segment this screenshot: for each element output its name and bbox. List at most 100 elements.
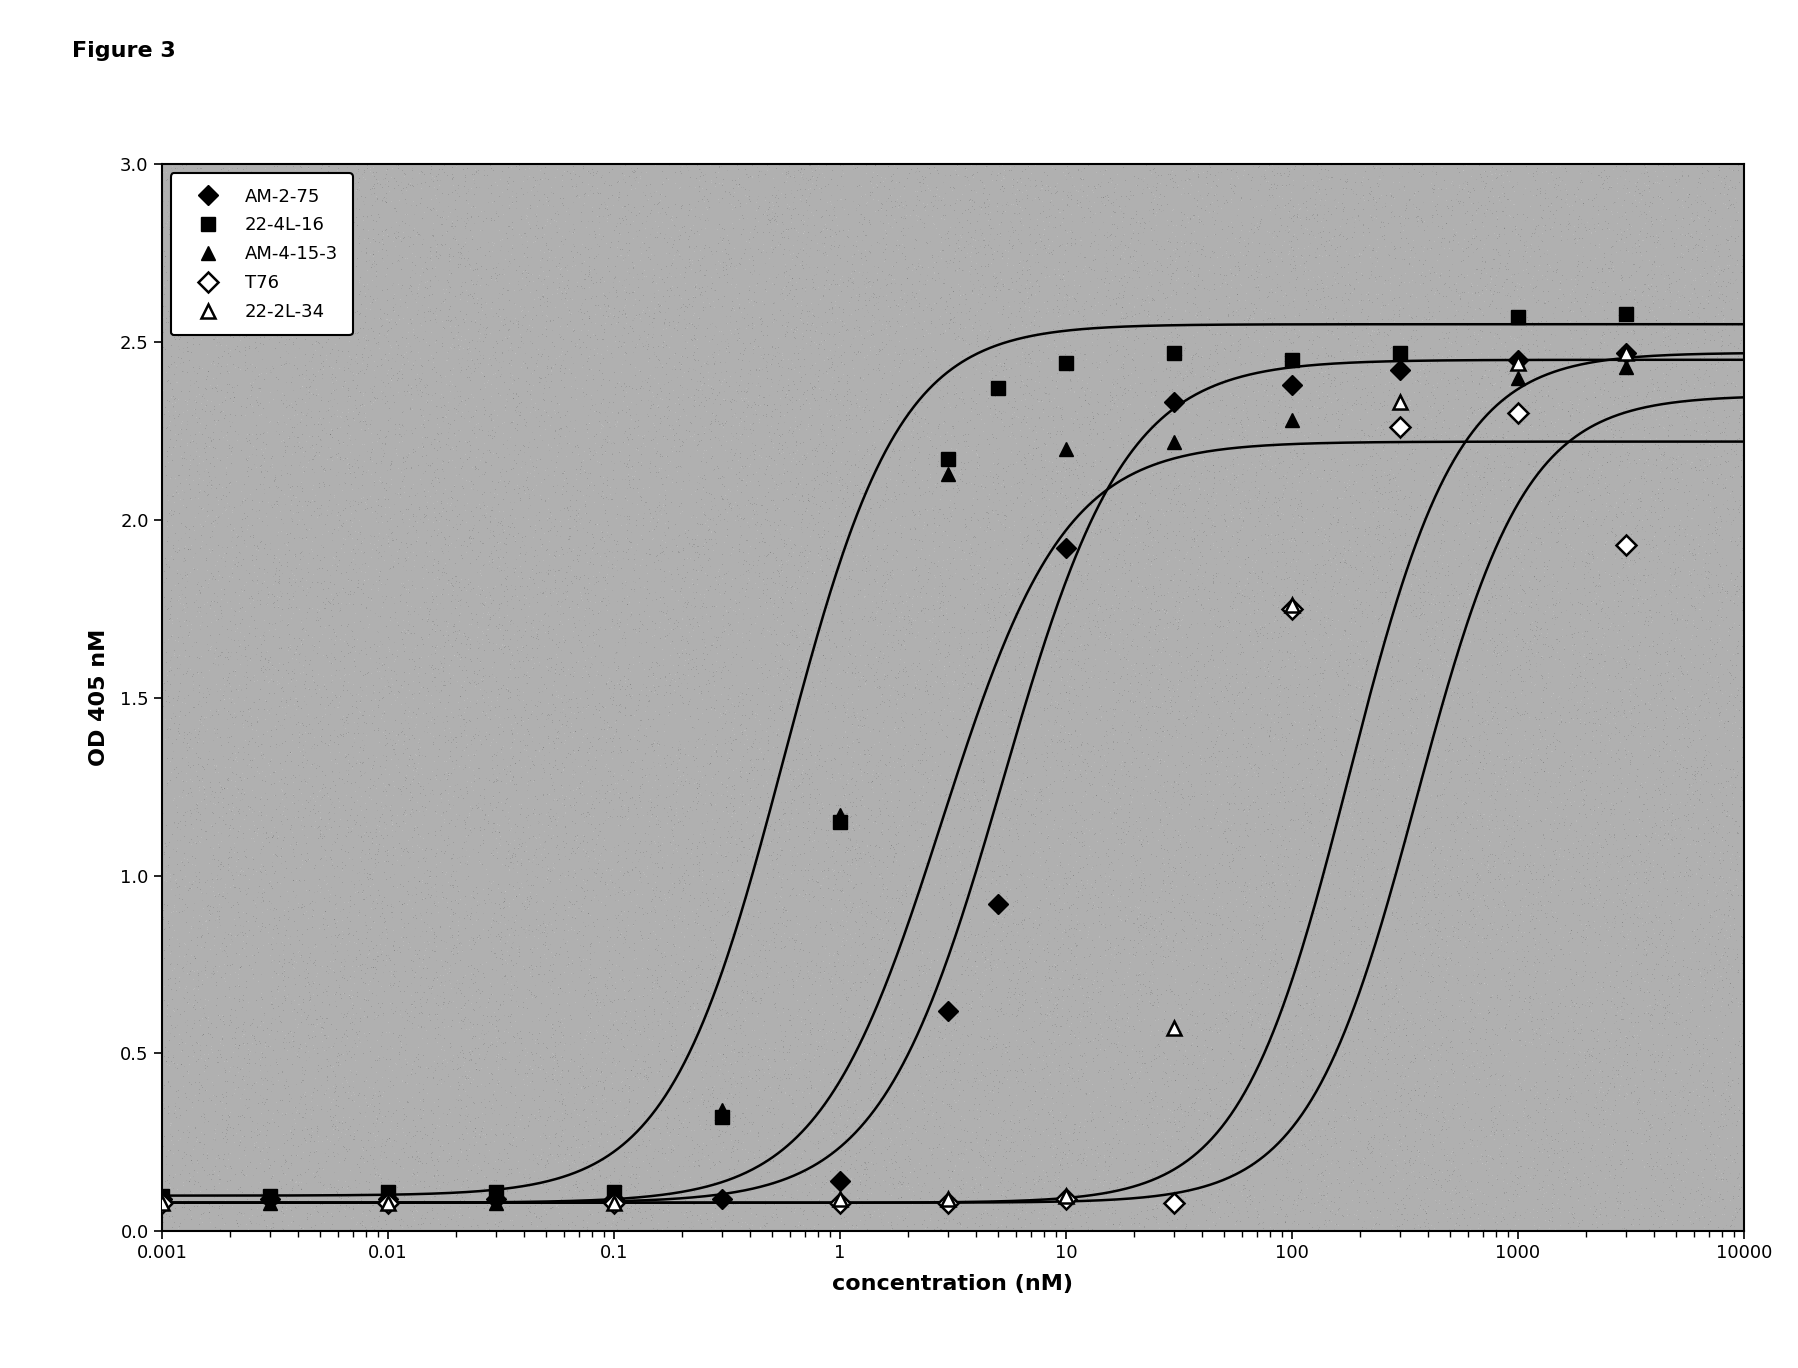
Point: [209, 1122, 237, 1144]
Point: [1710, 1194, 1739, 1216]
Point: [1580, 713, 1609, 735]
Point: [971, 722, 1000, 744]
Point: [191, 395, 219, 417]
Point: [1706, 283, 1735, 305]
Point: [307, 1030, 336, 1052]
Point: [271, 689, 300, 711]
Point: [1072, 290, 1100, 312]
Point: [667, 770, 696, 792]
Point: [690, 280, 719, 302]
Point: [1100, 576, 1129, 598]
Point: [895, 517, 924, 539]
Point: [606, 922, 635, 944]
Point: [1075, 410, 1104, 432]
Point: [1674, 331, 1703, 353]
Point: [644, 397, 672, 419]
Point: [320, 1133, 349, 1155]
Point: [903, 673, 931, 695]
Point: [414, 680, 442, 702]
Point: [1611, 160, 1640, 182]
Point: [270, 483, 298, 505]
Point: [838, 811, 867, 833]
Point: [538, 558, 566, 580]
Point: [165, 876, 194, 897]
Point: [354, 587, 383, 609]
Point: [757, 929, 786, 951]
Point: [1633, 926, 1661, 948]
Point: [734, 824, 762, 845]
Point: [1005, 724, 1034, 746]
Point: [904, 501, 933, 523]
Point: [547, 777, 575, 799]
Point: [615, 1197, 644, 1219]
Point: [647, 1057, 676, 1079]
Point: [1419, 495, 1447, 517]
Point: [915, 383, 944, 405]
Point: [858, 1022, 886, 1044]
Point: [685, 554, 714, 576]
Point: [690, 780, 719, 802]
Point: [982, 499, 1010, 521]
Point: [207, 885, 236, 907]
Point: [158, 395, 187, 417]
Point: [1153, 1109, 1181, 1131]
Point: [227, 305, 255, 327]
Point: [178, 996, 207, 1018]
Point: [430, 528, 458, 550]
Point: [1242, 1041, 1271, 1063]
Point: [868, 990, 897, 1012]
Point: [795, 207, 823, 228]
Point: [1437, 811, 1465, 833]
Point: [1593, 855, 1622, 877]
Point: [178, 917, 207, 938]
Point: [1196, 339, 1224, 361]
Point: [906, 1146, 935, 1168]
Point: [529, 389, 557, 410]
Point: [1255, 497, 1284, 518]
Point: [1480, 321, 1509, 343]
Point: [1566, 187, 1595, 209]
Point: [748, 747, 777, 769]
Point: [1343, 205, 1372, 227]
Point: [1007, 694, 1036, 715]
Point: [1138, 287, 1167, 309]
Point: [1510, 234, 1539, 256]
Point: [1278, 332, 1307, 354]
Point: [1413, 903, 1442, 925]
Point: [173, 1021, 201, 1042]
Point: [198, 1129, 227, 1150]
Point: [1199, 581, 1228, 603]
Point: [1109, 1131, 1138, 1153]
Point: [1113, 699, 1142, 721]
Point: [1575, 1126, 1604, 1148]
Point: [1713, 906, 1742, 928]
Point: [237, 1204, 266, 1226]
Point: [863, 906, 892, 928]
Point: [788, 328, 816, 350]
Point: [1068, 1004, 1097, 1026]
Point: [297, 1108, 325, 1130]
Point: [480, 910, 509, 932]
Point: [516, 618, 545, 640]
Point: [277, 220, 306, 242]
Point: [809, 1057, 838, 1079]
Point: [1483, 205, 1512, 227]
Point: [512, 168, 541, 190]
Point: [933, 871, 962, 893]
Point: [1068, 639, 1097, 661]
Point: [1370, 866, 1399, 888]
Point: [212, 265, 241, 287]
Point: [236, 1209, 264, 1231]
Point: [1458, 1018, 1487, 1040]
Point: [1456, 193, 1485, 215]
Point: [1066, 190, 1095, 212]
Point: [1133, 275, 1162, 297]
Point: [1034, 672, 1063, 694]
Point: [1609, 992, 1638, 1014]
Point: [716, 248, 744, 269]
Point: [1338, 461, 1366, 483]
Point: [1023, 787, 1052, 808]
Point: [563, 1077, 592, 1099]
Point: [991, 401, 1019, 423]
Point: [412, 391, 441, 413]
